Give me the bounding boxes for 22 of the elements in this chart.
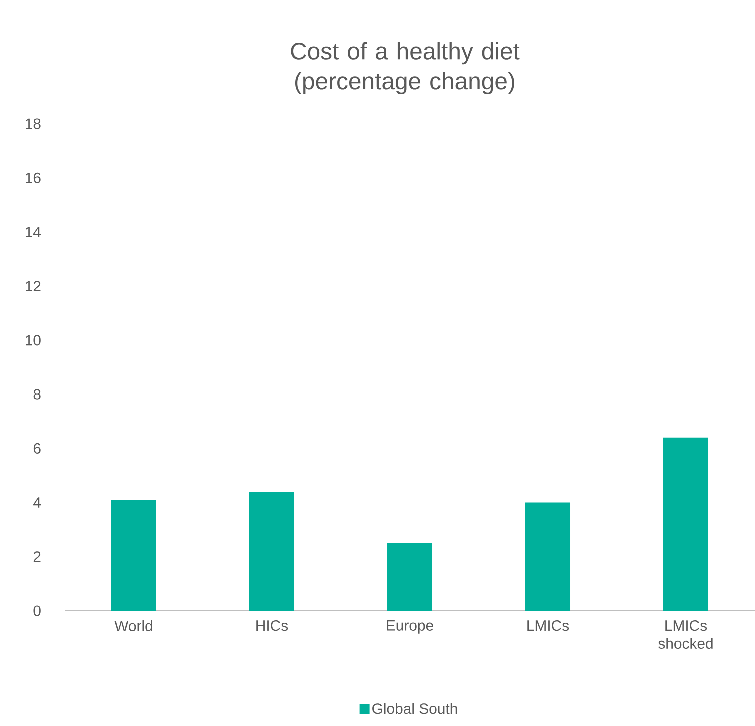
x-tick-label: LMICs (528, 620, 570, 632)
y-tick-label: 8 (34, 389, 41, 400)
bar (112, 500, 156, 611)
y-tick-label: 14 (26, 227, 42, 238)
y-tick-label: 0 (34, 606, 41, 616)
y-tick-label: 6 (34, 443, 41, 454)
y-tick-label: 10 (26, 335, 41, 346)
y-tick-label: 16 (26, 172, 41, 184)
x-tick-label: LMICs shocked (658, 620, 713, 650)
y-tick-label: 12 (26, 281, 41, 292)
bar (526, 502, 571, 611)
bar (388, 543, 433, 611)
x-tick-label: Europe (387, 620, 434, 634)
bar (250, 492, 295, 611)
legend-label: Global South (372, 703, 458, 714)
x-tick-label: World (114, 620, 152, 632)
bar (664, 438, 709, 611)
y-tick-label: 2 (34, 552, 41, 562)
x-tick-label: HICs (256, 620, 288, 632)
chart-title: Cost of a healthy diet (percentage change) (291, 42, 520, 95)
y-tick-label: 18 (26, 118, 41, 130)
y-tick-label: 4 (34, 498, 42, 508)
